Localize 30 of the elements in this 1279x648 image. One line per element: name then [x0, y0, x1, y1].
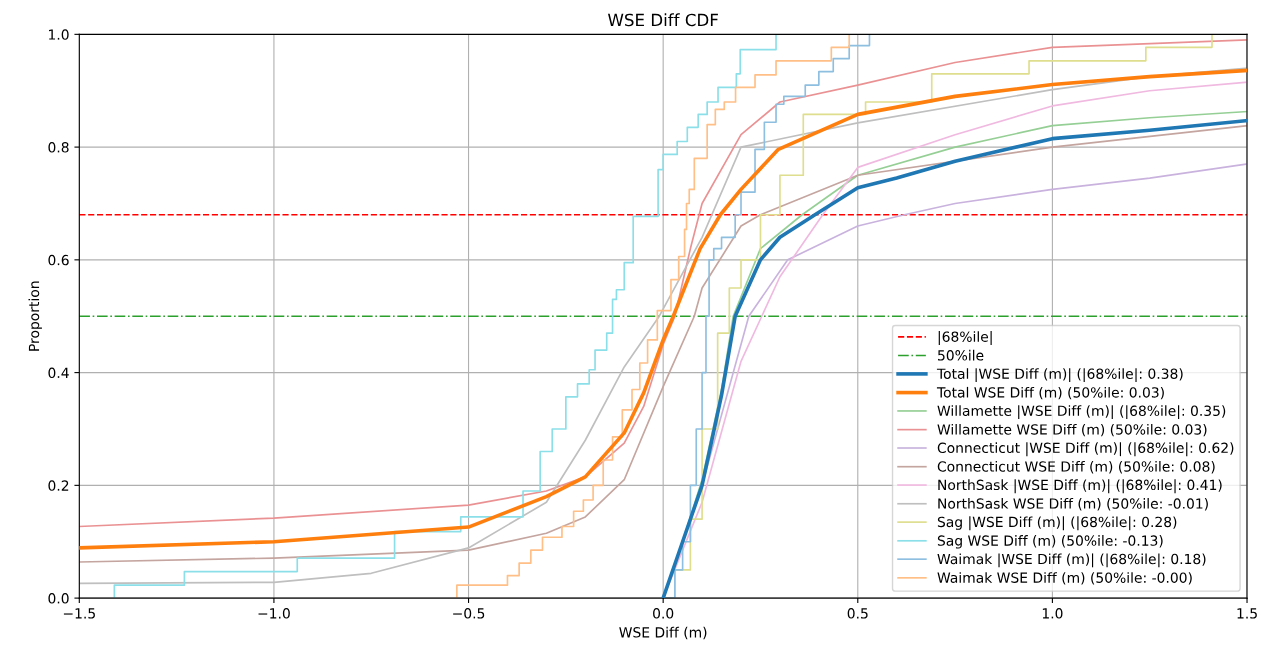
- x-tick-label: −1.0: [258, 608, 290, 619]
- legend-label: Sag WSE Diff (m) (50%ile: -0.13): [937, 535, 1163, 549]
- legend-label: NorthSask |WSE Diff (m)| (|68%ile|: 0.41): [938, 479, 1222, 494]
- legend-label: Waimak |WSE Diff (m)| (|68%ile|: 0.18): [937, 553, 1206, 568]
- legend-label: Total |WSE Diff (m)| (|68%ile|: 0.38): [936, 368, 1183, 383]
- x-tick-label: 0.5: [847, 608, 868, 619]
- x-tick-label: 1.5: [1237, 608, 1257, 619]
- y-tick-label: 1.0: [49, 29, 69, 40]
- y-tick-label: 0.4: [48, 367, 69, 379]
- x-tick-label: 1.0: [1042, 608, 1063, 619]
- legend-label: Connecticut WSE Diff (m) (50%ile: 0.08): [937, 461, 1215, 474]
- legend-label: Connecticut |WSE Diff (m)| (|68%ile|: 0.62): [937, 442, 1234, 457]
- legend-label: |68%ile|: [938, 331, 992, 345]
- legend-label: Willamette WSE Diff (m) (50%ile: 0.03): [937, 423, 1207, 437]
- x-axis-title: WSE Diff (m): [619, 626, 707, 640]
- y-tick-label: 0.6: [48, 254, 69, 266]
- x-tick-label: −0.5: [453, 608, 485, 619]
- y-tick-label: 0.0: [48, 593, 69, 604]
- legend-label: NorthSask WSE Diff (m) (50%ile: -0.01): [938, 498, 1208, 511]
- x-tick-label: 0.0: [653, 608, 674, 619]
- legend-label: Waimak WSE Diff (m) (50%ile: -0.00): [937, 572, 1192, 585]
- legend-label: Willamette |WSE Diff (m)| (|68%ile|: 0.35): [937, 405, 1226, 420]
- chart-title: WSE Diff CDF: [608, 13, 718, 27]
- legend-label: 50%ile: [938, 349, 984, 361]
- x-tick-label: −1.5: [63, 608, 95, 619]
- y-axis-title: Proportion: [28, 281, 42, 351]
- legend-label: Total WSE Diff (m) (50%ile: 0.03): [936, 386, 1164, 400]
- y-tick-label: 0.2: [48, 480, 69, 491]
- legend-label: Sag |WSE Diff (m)| (|68%ile|: 0.28): [937, 516, 1177, 531]
- y-tick-label: 0.8: [48, 142, 69, 153]
